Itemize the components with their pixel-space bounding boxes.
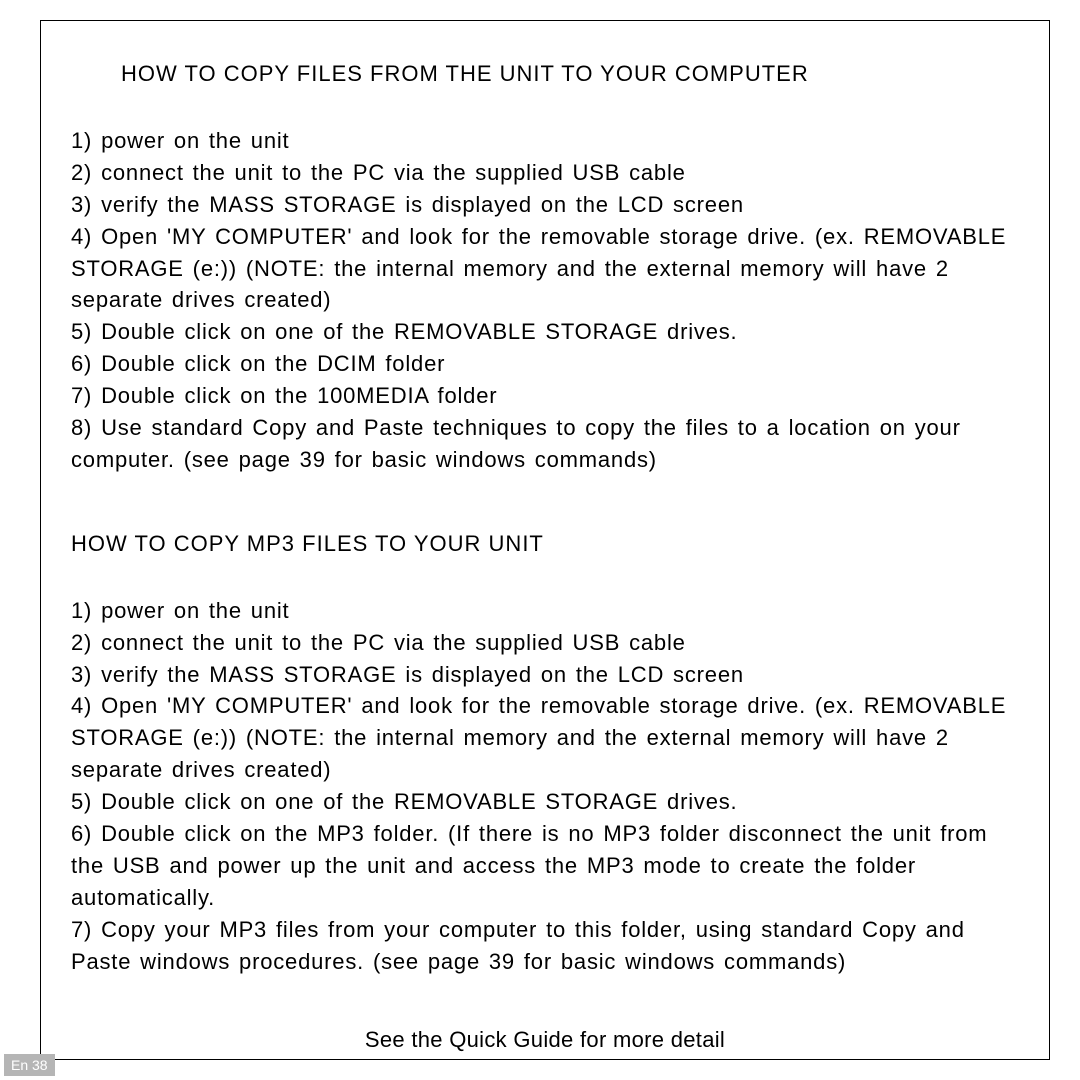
section-1-steps: 1) power on the unit 2) connect the unit… <box>71 125 1019 476</box>
section-2-title: HOW TO COPY MP3 FILES TO YOUR UNIT <box>71 531 1019 557</box>
section-2-steps: 1) power on the unit 2) connect the unit… <box>71 595 1019 978</box>
section-1-title: HOW TO COPY FILES FROM THE UNIT TO YOUR … <box>121 61 1019 87</box>
footer-note: See the Quick Guide for more detail <box>71 1027 1019 1053</box>
page-number-label: En 38 <box>4 1054 55 1076</box>
page-border: HOW TO COPY FILES FROM THE UNIT TO YOUR … <box>40 20 1050 1060</box>
